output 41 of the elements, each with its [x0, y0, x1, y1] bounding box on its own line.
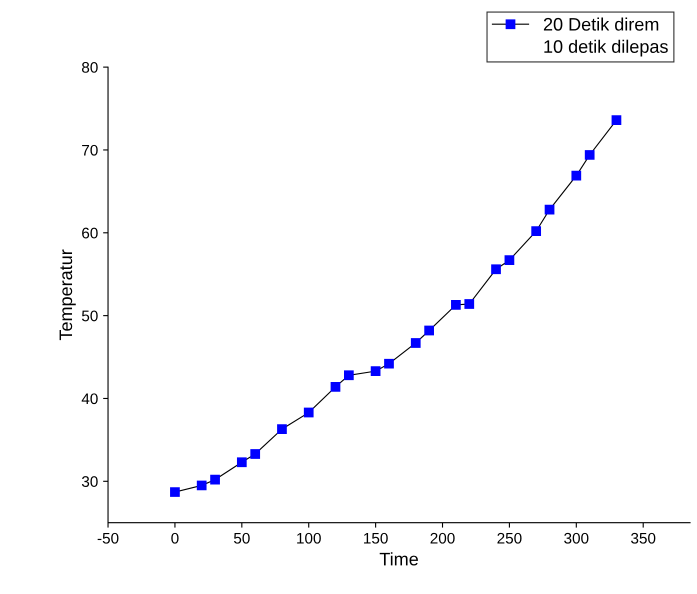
x-tick-label: 200: [430, 532, 455, 544]
y-tick-label: 60: [82, 228, 98, 238]
point: [210, 474, 220, 485]
x-tick-label: 100: [297, 532, 321, 544]
x-tick-label: 50: [234, 532, 250, 544]
text: 10 detik dilepas: [544, 40, 668, 57]
point: [544, 204, 554, 214]
point: [196, 480, 207, 490]
point: [464, 299, 474, 309]
y-tick-label: 50: [82, 310, 98, 322]
point: [612, 115, 622, 125]
point: [571, 170, 582, 180]
point: [451, 300, 461, 310]
point: [250, 449, 260, 459]
point: [584, 150, 595, 160]
point: [344, 370, 354, 380]
point: [236, 457, 247, 468]
point: [370, 366, 380, 376]
point: [410, 338, 421, 348]
point: [277, 424, 287, 434]
point: [304, 408, 314, 418]
point: [424, 326, 434, 336]
y-axis-title: Temperatur: [60, 250, 76, 340]
point: [491, 264, 501, 274]
y-tick-label: 30: [82, 476, 98, 487]
y-tick-label: 70: [82, 144, 98, 156]
x-tick-label: -50: [98, 532, 118, 544]
x-tick-label: 0: [171, 532, 179, 544]
y-tick-label: 80: [82, 62, 98, 73]
legend-label: 20 Detik direm: [544, 17, 658, 31]
y-tick-label: 40: [82, 393, 98, 404]
point: [330, 382, 340, 392]
x-tick-label: 250: [497, 532, 522, 544]
x-tick-label: 350: [631, 532, 656, 544]
x-axis-title: Time: [380, 552, 418, 566]
point: [170, 487, 180, 497]
x-tick-label: 300: [564, 532, 588, 544]
point: [504, 255, 514, 265]
point: [384, 358, 394, 369]
x-tick-label: 150: [364, 532, 388, 544]
point: [531, 226, 542, 236]
